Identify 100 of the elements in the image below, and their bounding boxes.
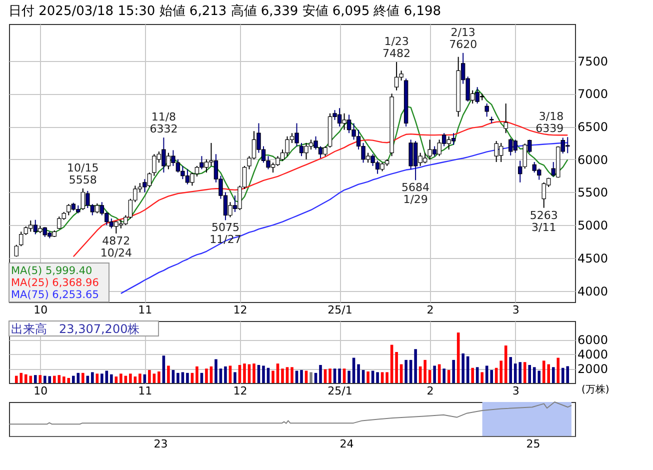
bar [152, 374, 156, 383]
bar [281, 368, 284, 383]
bar [552, 367, 555, 383]
x-tick-label: 11 [138, 384, 152, 398]
bar [428, 370, 432, 383]
annotation: 1/23 7482 [382, 34, 411, 60]
bar [371, 370, 374, 383]
bar [158, 371, 160, 383]
bar [196, 366, 198, 383]
annotation: 10/15 5558 [67, 161, 99, 186]
bar [262, 366, 265, 383]
bar [348, 370, 350, 383]
bar [300, 370, 303, 383]
bar [176, 372, 180, 383]
bar [162, 356, 166, 383]
chart-title: 日付 2025/03/18 15:30 始値 6,213 高値 6,339 安値 6,095 終値 6,198 [8, 3, 442, 19]
bar [509, 357, 512, 383]
bar [480, 372, 484, 383]
bar [471, 368, 474, 383]
bar [433, 366, 436, 383]
bar [395, 352, 398, 383]
bar [462, 353, 464, 383]
x-tick-label: 10 [34, 304, 48, 316]
y-tick-label: 6000 [578, 333, 608, 348]
candlestick [19, 231, 24, 247]
bar [243, 364, 246, 383]
bar [105, 370, 108, 383]
bar [186, 372, 189, 383]
bar [523, 362, 526, 383]
y-tick-label: 6000 [578, 152, 608, 167]
bar [342, 368, 346, 383]
bar [172, 370, 175, 383]
x-tick-label: 25 [526, 438, 540, 450]
bar [366, 371, 370, 383]
annotation: 5263 3/11 [530, 208, 558, 234]
annotation: 4872 10/24 [100, 234, 132, 260]
bar [556, 358, 560, 383]
y-tick-label: 4500 [578, 251, 608, 266]
x-tick-label: 12 [233, 304, 248, 316]
bar [376, 372, 379, 383]
x-tick-label: 3 [512, 304, 520, 316]
y-tick-label: 7000 [578, 87, 608, 102]
bar [304, 370, 308, 383]
candlestick [504, 103, 508, 134]
bar [224, 366, 227, 383]
x-tick-label: 12 [233, 384, 248, 398]
x-tick-label: 25/1 [328, 304, 352, 316]
x-tick-label: 2 [426, 304, 434, 316]
y-tick-label: 6500 [578, 120, 608, 134]
bar [129, 374, 132, 383]
x-tick-label: 2 [426, 384, 434, 398]
x-tick-label: 10 [34, 384, 48, 398]
bar [442, 368, 446, 383]
bar [414, 349, 417, 383]
bar [286, 367, 289, 383]
bar [34, 375, 37, 383]
annotation: 11/8 6332 [150, 110, 178, 136]
annotation: 5684 1/29 [402, 181, 430, 206]
bar [110, 374, 113, 383]
x-tick-label: 25/1 [328, 384, 352, 398]
bar [310, 372, 312, 383]
bar [290, 367, 294, 383]
bar [72, 376, 75, 383]
bar [214, 359, 218, 383]
x-tick-label: 23 [154, 438, 168, 450]
bar [228, 366, 232, 383]
bar [181, 372, 184, 383]
y-tick-label: 4000 [578, 348, 608, 362]
bar [148, 370, 151, 383]
bar [362, 370, 365, 383]
text: MA(25) 6,368.96 [11, 277, 100, 289]
bar [357, 364, 360, 383]
bar [333, 368, 336, 383]
candlestick [484, 103, 489, 118]
annotation: 2/13 7620 [449, 26, 478, 51]
bar [404, 360, 408, 383]
bar [528, 364, 532, 383]
bar [328, 368, 332, 383]
y-tick-label: 5500 [578, 186, 608, 200]
y-axis-title: (万株) [582, 384, 610, 396]
bar [167, 366, 170, 383]
text: MA(5) 5,999.40 [11, 265, 92, 277]
line-series [34, 88, 568, 234]
bar [252, 364, 256, 383]
bar [120, 374, 122, 383]
chart-title: 出来高 23,307,200株 [11, 322, 140, 336]
bar [424, 360, 426, 383]
bar [380, 372, 384, 383]
text: MA(75) 6,253.65 [11, 289, 99, 301]
bar [234, 372, 236, 383]
bar [38, 375, 42, 383]
bar [485, 366, 488, 383]
y-tick-label: 7500 [578, 54, 608, 68]
bar [319, 364, 322, 383]
bar [295, 370, 298, 383]
bar [82, 372, 84, 383]
bar [452, 360, 455, 383]
x-tick-label: 3 [512, 384, 520, 398]
bar [91, 372, 94, 383]
annotation: 3/18 6339 [536, 110, 564, 136]
